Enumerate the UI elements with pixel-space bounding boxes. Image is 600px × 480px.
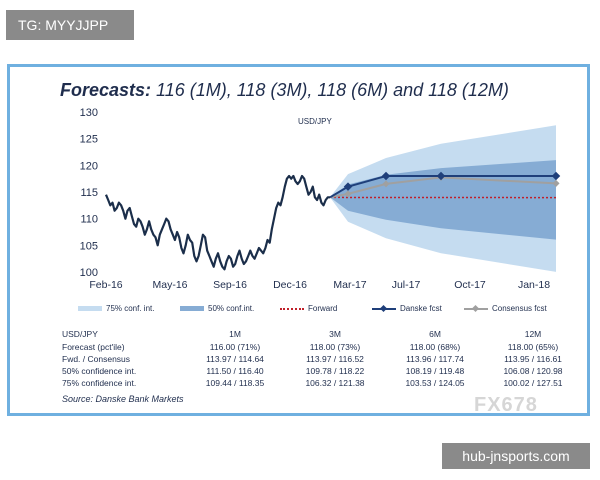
legend-label-75: 75% conf. int. xyxy=(106,304,155,313)
watermark-fx-label: FX678 xyxy=(474,394,538,416)
y-tick-label: 100 xyxy=(80,267,98,279)
x-tick-label: Mar-17 xyxy=(333,279,366,291)
y-tick-label: 125 xyxy=(80,134,98,146)
x-tick-label: Jul-17 xyxy=(392,279,421,291)
table-cell: 103.53 / 124.05 xyxy=(405,378,465,388)
table-cell: 116.00 (71%) xyxy=(209,342,261,352)
y-tick-label: 115 xyxy=(80,187,98,199)
legend-swatch-forward-icon xyxy=(280,307,304,310)
chart-title: Forecasts: 116 (1M), 118 (3M), 118 (6M) … xyxy=(60,80,509,101)
table-header-cell: 12M xyxy=(524,329,542,339)
y-tick-label: 105 xyxy=(80,240,98,252)
chart-title-rest: 116 (1M), 118 (3M), 118 (6M) and 118 (12… xyxy=(151,80,509,100)
table-cell: 111.50 / 116.40 xyxy=(206,366,264,376)
chart-legend: 75% conf. int. 50% conf.int. Forward Dan… xyxy=(60,304,580,318)
consensus-point xyxy=(382,180,390,188)
watermark-top-label: TG: MYYJJPP xyxy=(6,10,134,40)
spot-series-line xyxy=(104,174,330,271)
table-cell: 100.02 / 127.51 xyxy=(503,378,563,388)
table-row: Forecast (pct'ile) 116.00 (71%) 118.00 (… xyxy=(62,341,582,353)
watermark-bottom-label: hub-jnsports.com xyxy=(442,443,590,469)
table-row: Fwd. / Consensus 113.97 / 114.64 113.97 … xyxy=(62,353,582,365)
table-cell: 118.00 (73%) xyxy=(309,342,361,352)
table-cell: 113.97 / 116.52 xyxy=(306,354,364,364)
table-header-cell: 1M xyxy=(229,329,241,339)
chart-title-bold: Forecasts: xyxy=(60,80,152,100)
table-cell: 106.08 / 120.98 xyxy=(503,366,563,376)
legend-item-50: 50% conf.int. xyxy=(180,304,254,313)
y-tick-label: 110 xyxy=(80,214,98,226)
danske-point xyxy=(343,182,353,191)
legend-item-danske: Danske fcst xyxy=(372,304,442,313)
legend-swatch-50-icon xyxy=(180,306,204,311)
table-header-row: USD/JPY 1M 3M 6M 12M xyxy=(62,327,582,341)
table-cell: 113.95 / 116.61 xyxy=(504,354,562,364)
table-cell: Fwd. / Consensus xyxy=(62,354,131,364)
legend-item-75: 75% conf. int. xyxy=(78,304,154,313)
table-cell: 50% confidence int. xyxy=(62,366,137,376)
legend-item-forward: Forward xyxy=(280,304,337,313)
x-tick-label: Feb-16 xyxy=(89,279,122,291)
danske-point xyxy=(436,171,446,181)
table-row: 75% confidence int. 109.44 / 118.35 106.… xyxy=(62,377,582,389)
table-header-cell: USD/JPY xyxy=(62,329,98,339)
legend-label-forward: Forward xyxy=(308,304,338,313)
x-tick-label: Sep-16 xyxy=(213,279,247,291)
consensus-point xyxy=(552,179,560,187)
legend-item-consensus: Consensus fcst xyxy=(464,304,547,313)
table-cell: 109.78 / 118.22 xyxy=(305,366,365,376)
y-axis-label: USD/JPY xyxy=(298,117,332,126)
table-cell: 106.32 / 121.38 xyxy=(305,378,365,388)
legend-label-danske: Danske fcst xyxy=(400,304,442,313)
table-cell: 118.00 (68%) xyxy=(409,342,461,352)
legend-swatch-danske-icon xyxy=(372,304,396,313)
y-tick-label: 130 xyxy=(80,107,98,119)
table-cell: 108.19 / 119.48 xyxy=(405,366,465,376)
table-cell: 75% confidence int. xyxy=(62,378,137,388)
forecast-table: USD/JPY 1M 3M 6M 12M Forecast (pct'ile) … xyxy=(62,327,582,389)
table-header-cell: 6M xyxy=(429,329,441,339)
table-cell: 118.00 (65%) xyxy=(507,342,559,352)
legend-swatch-consensus-icon xyxy=(464,304,488,313)
legend-label-consensus: Consensus fcst xyxy=(492,304,547,313)
x-tick-label: May-16 xyxy=(152,279,187,291)
legend-label-50: 50% conf.int. xyxy=(208,304,255,313)
legend-swatch-75-icon xyxy=(78,306,102,311)
table-row: 50% confidence int. 111.50 / 116.40 109.… xyxy=(62,365,582,377)
danske-point xyxy=(381,171,391,181)
table-cell: 113.96 / 117.74 xyxy=(406,354,464,364)
table-cell: 113.97 / 114.64 xyxy=(206,354,264,364)
table-header-cell: 3M xyxy=(329,329,341,339)
source-note: Source: Danske Bank Markets xyxy=(62,394,184,404)
table-cell: Forecast (pct'ile) xyxy=(62,342,125,352)
x-tick-label: Jan-18 xyxy=(518,279,550,291)
table-cell: 109.44 / 118.35 xyxy=(205,378,265,388)
y-tick-label: 120 xyxy=(80,160,98,172)
x-tick-label: Dec-16 xyxy=(273,279,307,291)
consensus-point xyxy=(344,190,352,198)
x-tick-label: Oct-17 xyxy=(454,279,486,291)
